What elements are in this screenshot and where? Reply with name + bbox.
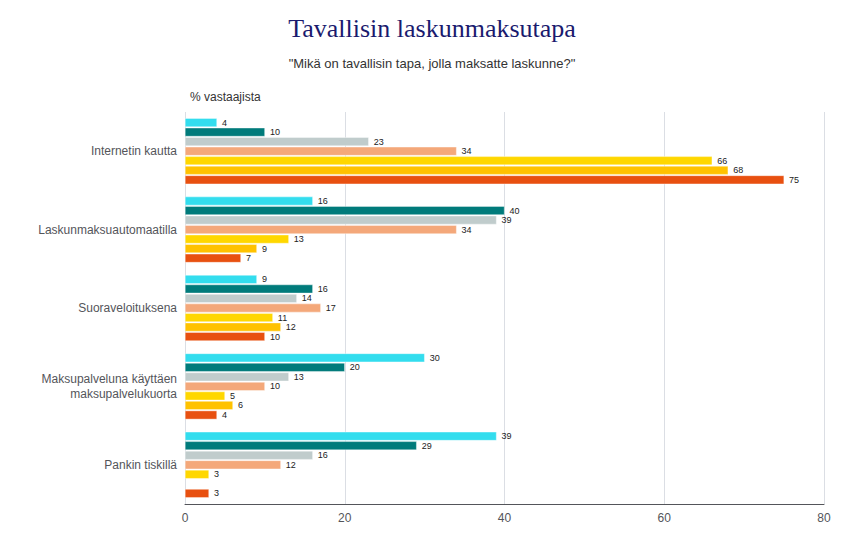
svg-text:40: 40 bbox=[510, 206, 520, 216]
svg-text:13: 13 bbox=[294, 234, 304, 244]
svg-text:60: 60 bbox=[658, 511, 672, 525]
svg-text:29: 29 bbox=[422, 441, 432, 451]
svg-text:39: 39 bbox=[502, 431, 512, 441]
svg-text:20: 20 bbox=[350, 362, 360, 372]
svg-text:39: 39 bbox=[502, 215, 512, 225]
svg-text:Maksupalveluna käyttäen: Maksupalveluna käyttäen bbox=[42, 372, 177, 386]
svg-text:Suoraveloituksena: Suoraveloituksena bbox=[78, 301, 177, 315]
svg-text:Tavallisin laskunmaksutapa: Tavallisin laskunmaksutapa bbox=[288, 14, 576, 43]
svg-text:9: 9 bbox=[262, 244, 267, 254]
svg-text:4: 4 bbox=[222, 118, 227, 128]
svg-text:12: 12 bbox=[286, 322, 296, 332]
svg-text:6: 6 bbox=[238, 400, 243, 410]
svg-text:16: 16 bbox=[318, 196, 328, 206]
svg-text:34: 34 bbox=[462, 225, 472, 235]
svg-text:10: 10 bbox=[270, 127, 280, 137]
svg-text:3: 3 bbox=[214, 488, 219, 498]
svg-text:7: 7 bbox=[246, 253, 251, 263]
svg-text:34: 34 bbox=[462, 146, 472, 156]
svg-text:"Mikä on tavallisin tapa, joll: "Mikä on tavallisin tapa, jolla maksatte… bbox=[289, 56, 576, 71]
svg-text:16: 16 bbox=[318, 450, 328, 460]
svg-text:% vastaajista: % vastaajista bbox=[190, 90, 261, 104]
svg-text:5: 5 bbox=[230, 391, 235, 401]
svg-text:0: 0 bbox=[182, 511, 189, 525]
svg-text:14: 14 bbox=[302, 293, 312, 303]
svg-text:23: 23 bbox=[374, 137, 384, 147]
svg-text:17: 17 bbox=[326, 303, 336, 313]
svg-text:20: 20 bbox=[338, 511, 352, 525]
svg-text:Internetin kautta: Internetin kautta bbox=[91, 144, 177, 158]
svg-text:11: 11 bbox=[278, 313, 287, 323]
svg-text:4: 4 bbox=[222, 410, 227, 420]
svg-text:16: 16 bbox=[318, 284, 328, 294]
svg-text:Pankin tiskillä: Pankin tiskillä bbox=[104, 458, 177, 472]
svg-text:75: 75 bbox=[789, 175, 799, 185]
svg-text:3: 3 bbox=[214, 469, 219, 479]
svg-text:maksupalvelukuorta: maksupalvelukuorta bbox=[70, 387, 177, 401]
svg-text:13: 13 bbox=[294, 372, 304, 382]
svg-text:68: 68 bbox=[733, 165, 743, 175]
svg-text:10: 10 bbox=[270, 381, 280, 391]
svg-text:9: 9 bbox=[262, 274, 267, 284]
svg-text:Laskunmaksuautomaatilla: Laskunmaksuautomaatilla bbox=[38, 223, 177, 237]
svg-text:40: 40 bbox=[498, 511, 512, 525]
svg-text:80: 80 bbox=[817, 511, 831, 525]
svg-text:30: 30 bbox=[430, 353, 440, 363]
svg-text:12: 12 bbox=[286, 460, 296, 470]
svg-text:66: 66 bbox=[717, 156, 727, 166]
svg-text:10: 10 bbox=[270, 332, 280, 342]
